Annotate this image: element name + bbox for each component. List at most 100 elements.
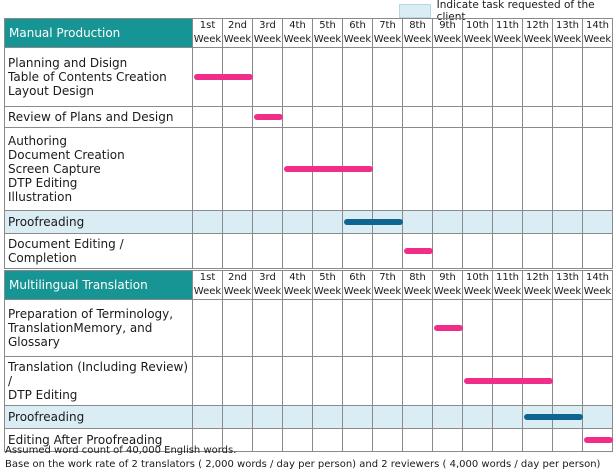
week-number: 11th [496,272,519,283]
task-row: Translation (Including Review) / DTP Edit… [4,356,613,406]
week-cell [522,47,553,107]
week-cell [222,210,253,234]
week-cell [342,356,373,406]
week-cell [492,233,523,269]
week-cell [522,299,553,357]
week-cell [552,233,583,269]
week-cell [552,428,583,452]
week-cell [282,210,313,234]
week-cell [252,299,283,357]
week-cell [432,127,463,211]
week-cell [282,356,313,406]
week-word: Week [373,286,402,297]
week-cell [222,299,253,357]
week-word: Week [583,286,612,297]
week-number: 1st [199,272,216,283]
week-header: 5th Week [312,270,343,300]
week-cell [192,233,433,269]
week-word: Week [283,286,312,297]
week-header: 11th Week [492,270,523,300]
week-cell [402,127,433,211]
week-cell [582,210,613,234]
week-number: 9th [439,272,456,283]
section-title: Multilingual Translation [4,270,193,300]
legend: Indicate task requested of the client [399,0,613,23]
week-word: Week [283,34,312,45]
task-name-line: Review of Plans and Design [8,110,174,124]
week-cell [312,405,343,429]
week-cell [432,428,463,452]
week-cell [462,299,493,357]
week-cell [312,299,343,357]
week-cell [492,405,523,429]
week-word: Week [253,34,282,45]
week-cell [492,299,523,357]
week-cell [432,47,463,107]
notes: Assumed word count of 40,000 English wor… [5,444,600,472]
task-bar [194,74,253,80]
week-number: 3rd [259,20,276,31]
week-cell [432,233,463,269]
week-header: 7th Week [372,18,403,48]
week-cell [252,47,283,107]
week-cell [222,233,253,269]
week-header: 4th Week [282,18,313,48]
task-name-line: Editing After Proofreading [8,433,163,447]
week-word: Week [553,286,582,297]
note-word-count: Assumed word count of 40,000 English wor… [5,445,237,456]
week-header: 6th Week [342,270,373,300]
week-cell [522,127,553,211]
week-cell [522,233,553,269]
week-header: 13th Week [552,18,583,48]
week-cell [312,233,343,269]
task-name-line: Proofreading [8,410,85,424]
week-cell [312,210,343,234]
week-cell [192,356,553,406]
week-word: Week [493,34,522,45]
task-name-line: Layout Design [8,84,95,98]
week-word: Week [433,286,462,297]
week-word: Week [343,34,372,45]
week-cell [252,127,283,211]
week-cell [522,428,553,452]
week-word: Week [403,286,432,297]
week-word: Week [193,286,222,297]
week-number: 7th [379,272,396,283]
week-cell [342,47,373,107]
week-header: 3rd Week [252,18,283,48]
week-cell [252,210,283,234]
week-cell [312,428,343,452]
week-word: Week [223,286,252,297]
week-number: 8th [409,272,426,283]
week-cell [522,106,553,128]
week-cell [372,127,403,211]
week-cell [342,405,373,429]
task-bar [584,437,613,443]
week-header: 14th Week [582,270,613,300]
task-name: Planning and Disign Table of Contents Cre… [4,47,193,107]
week-cell [552,127,583,211]
week-cell [282,405,313,429]
week-cell [222,428,253,452]
week-cell [372,299,403,357]
task-name-line: Translation (Including Review) / [8,360,189,388]
week-cell [192,299,463,357]
week-header: 5th Week [312,18,343,48]
week-cell [462,428,493,452]
week-cell [222,106,253,128]
task-row: Planning and Disign Table of Contents Cre… [4,47,613,107]
task-name-line: Authoring [8,134,67,148]
week-number: 10th [466,20,489,31]
week-number: 13th [556,20,579,31]
week-word: Week [583,34,612,45]
task-name-line: DTP Editing [8,176,78,190]
week-header: 1st Week [192,18,223,48]
week-number: 6th [349,272,366,283]
week-word: Week [403,34,432,45]
task-name: Translation (Including Review) / DTP Edit… [4,356,193,406]
week-cell [432,210,463,234]
week-word: Week [373,34,402,45]
week-cell [372,428,403,452]
task-bar [254,114,283,120]
week-header: 13th Week [552,270,583,300]
